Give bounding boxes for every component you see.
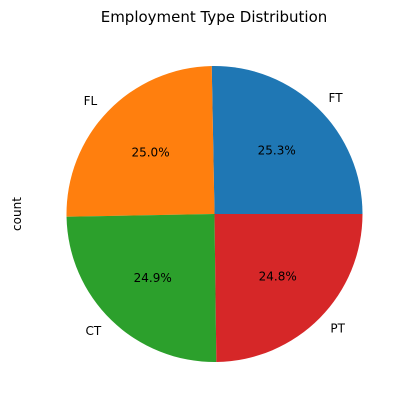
pie-slice-pt — [214, 214, 363, 362]
pie-slice-fl — [66, 66, 215, 217]
pie-labels: FT 25.3% FL 25.0% CT 24.9% PT 24.8% — [84, 91, 346, 338]
slice-category-label: PT — [330, 321, 345, 335]
chart-title: Employment Type Distribution — [101, 8, 328, 26]
pie-slice-ct — [66, 214, 217, 363]
slice-category-label: FT — [329, 91, 344, 105]
slice-percent-label: 25.3% — [258, 144, 296, 158]
slice-percent-label: 24.8% — [259, 269, 297, 283]
slice-category-label: CT — [85, 324, 101, 338]
pie-slices — [66, 66, 363, 363]
pie-slice-ft — [211, 66, 363, 214]
slice-percent-label: 24.9% — [134, 271, 172, 285]
slice-percent-label: 25.0% — [131, 145, 169, 159]
slice-category-label: FL — [84, 94, 98, 108]
y-axis-label: count — [10, 197, 24, 231]
